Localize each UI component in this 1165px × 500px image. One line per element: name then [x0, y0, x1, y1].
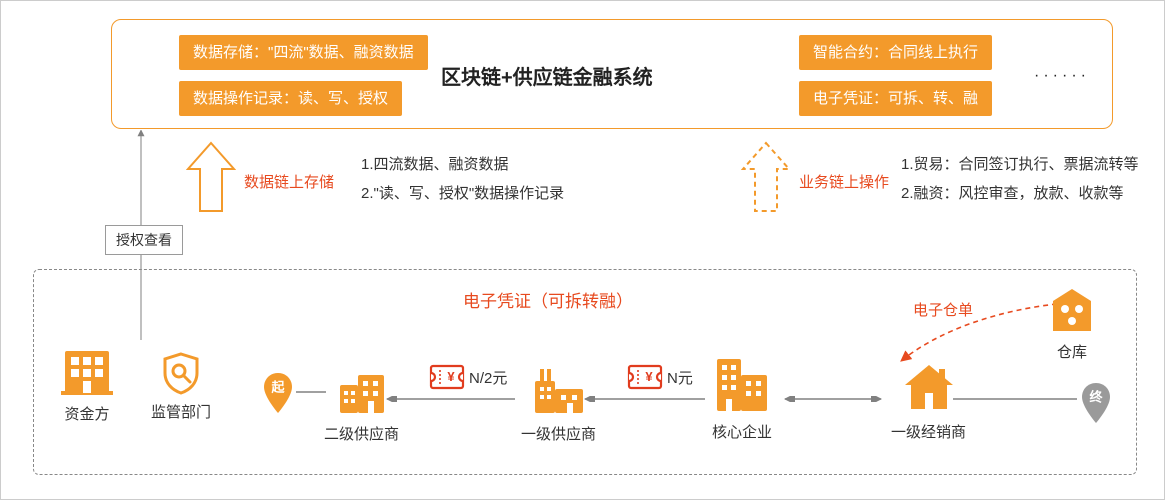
factory2-icon	[531, 361, 587, 417]
amount-half: N/2元	[469, 367, 507, 388]
warehouse-icon	[1047, 285, 1097, 335]
entity-dealer1-label: 一级经销商	[891, 421, 966, 442]
ticket-half-icon: ¥	[429, 364, 465, 390]
list-data-chain: 1.四流数据、融资数据 2."读、写、授权"数据操作记录	[361, 151, 564, 208]
house-icon	[901, 359, 957, 415]
list-business-chain-1: 1.贸易：合同签订执行、票据流转等	[901, 151, 1139, 180]
system-title: 区块链+供应链金融系统	[441, 61, 653, 90]
auth-label: 授权查看	[105, 225, 183, 255]
entity-warehouse-label: 仓库	[1057, 341, 1087, 362]
entity-supplier2-label: 二级供应商	[324, 423, 399, 444]
ecard-title: 电子凭证（可拆转融）	[463, 287, 633, 312]
svg-text:¥: ¥	[645, 369, 653, 384]
line-start-s2	[296, 389, 326, 395]
badge-smart-contract: 智能合约：合同线上执行	[799, 35, 992, 70]
pin-end-label: 终	[1089, 390, 1103, 405]
shield-search-icon	[159, 351, 203, 395]
label-data-chain: 数据链上存储	[244, 171, 334, 192]
arrow-core-to-s1	[583, 396, 705, 402]
arrow-s1-to-s2	[385, 396, 515, 402]
badge-data-storage: 数据存储："四流"数据、融资数据	[179, 35, 428, 70]
ewarehouse-label: 电子仓单	[913, 299, 973, 320]
entity-core: 核心企业	[711, 353, 773, 442]
arrow-business-chain	[741, 141, 791, 213]
label-business-chain: 业务链上操作	[799, 171, 889, 192]
entity-warehouse: 仓库	[1047, 285, 1097, 362]
entity-regulator: 监管部门	[151, 351, 211, 422]
pin-start-icon: 起	[261, 371, 295, 415]
list-data-chain-2: 2."读、写、授权"数据操作记录	[361, 180, 564, 209]
line-dealer-end	[953, 396, 1077, 402]
arrow-data-chain	[186, 141, 236, 213]
factory-icon	[334, 361, 390, 417]
entity-supplier1-label: 一级供应商	[521, 423, 596, 444]
entity-funder: 资金方	[59, 341, 115, 424]
entity-funder-label: 资金方	[64, 403, 109, 424]
list-business-chain-2: 2.融资：风控审查，放款、收款等	[901, 180, 1139, 209]
pin-end-icon: 终	[1079, 381, 1113, 425]
badge-e-cert: 电子凭证：可拆、转、融	[799, 81, 992, 116]
arrow-core-dealer	[781, 396, 885, 402]
building-icon	[59, 341, 115, 397]
svg-text:¥: ¥	[447, 369, 455, 384]
amount-full: N元	[667, 367, 693, 388]
ticket-full-icon: ¥	[627, 364, 663, 390]
list-data-chain-1: 1.四流数据、融资数据	[361, 151, 564, 180]
hq-icon	[711, 353, 773, 415]
badge-data-op-record: 数据操作记录：读、写、授权	[179, 81, 402, 116]
entity-core-label: 核心企业	[712, 421, 772, 442]
entity-supplier1: 一级供应商	[521, 361, 596, 444]
system-ellipsis: ······	[1034, 67, 1090, 85]
pin-start-label: 起	[270, 380, 285, 395]
entity-supplier2: 二级供应商	[324, 361, 399, 444]
entity-regulator-label: 监管部门	[151, 401, 211, 422]
list-business-chain: 1.贸易：合同签订执行、票据流转等 2.融资：风控审查，放款、收款等	[901, 151, 1139, 208]
